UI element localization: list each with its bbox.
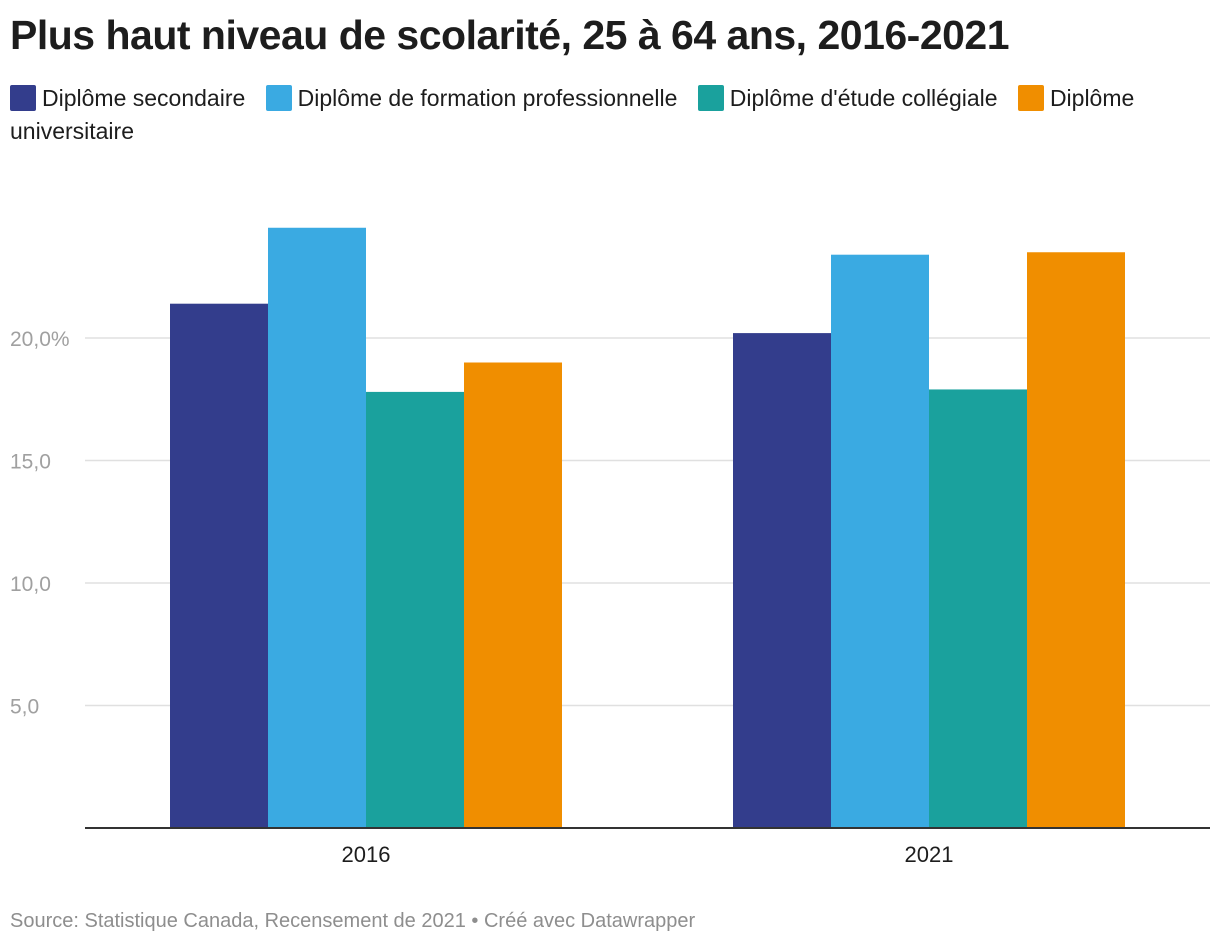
legend-label: Diplôme secondaire xyxy=(42,85,246,111)
bar xyxy=(170,303,268,828)
legend-label: Diplôme de formation professionnelle xyxy=(297,85,678,111)
y-tick-label: 20,0% xyxy=(10,328,70,351)
x-tick-label: 2016 xyxy=(342,842,391,867)
legend-item: Diplôme universitaire xyxy=(10,85,1134,144)
y-tick-label: 5,0 xyxy=(10,696,39,719)
bar xyxy=(464,362,562,828)
bar xyxy=(929,389,1027,828)
bar xyxy=(366,391,464,828)
y-tick-label: 15,0 xyxy=(10,451,51,474)
legend-label: Diplôme d'étude collégiale xyxy=(729,85,998,111)
legend-swatch xyxy=(10,85,36,111)
bar xyxy=(733,333,831,828)
bar xyxy=(1027,252,1125,828)
source-note: Source: Statistique Canada, Recensement … xyxy=(10,910,696,932)
legend: Diplôme secondaire Diplôme de formation … xyxy=(10,82,1205,148)
legend-item: Diplôme de formation professionnelle xyxy=(265,85,678,111)
chart-title: Plus haut niveau de scolarité, 25 à 64 a… xyxy=(10,12,1010,58)
y-tick-label: 10,0 xyxy=(10,573,51,596)
legend-swatch xyxy=(1017,85,1044,111)
legend-swatch xyxy=(265,85,292,111)
legend-item: Diplôme secondaire xyxy=(10,85,245,111)
legend-swatch xyxy=(697,85,724,111)
bar xyxy=(268,227,366,828)
legend-item: Diplôme d'étude collégiale xyxy=(697,85,998,111)
legend-label: Diplôme universitaire xyxy=(10,85,1135,144)
x-tick-label: 2021 xyxy=(905,842,954,867)
bar-chart: 5,0 10,0 15,0 20,0% 2016 2021 xyxy=(10,227,1210,867)
bar xyxy=(831,254,929,828)
